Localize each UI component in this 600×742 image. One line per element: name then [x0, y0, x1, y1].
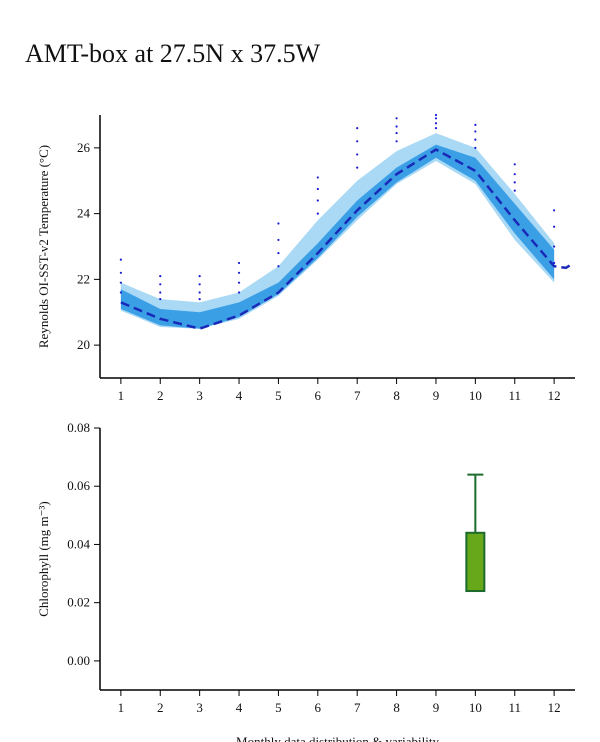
observation-dot	[198, 298, 201, 301]
y-tick-label: 0.02	[67, 595, 90, 610]
observation-dot	[237, 281, 241, 284]
x-axis-label: Monthly data distribution & variability	[236, 734, 439, 742]
observation-dot	[237, 271, 241, 274]
observation-dot	[356, 166, 359, 169]
observation-dot	[198, 291, 201, 294]
observation-dot	[395, 140, 398, 143]
x-tick-label: 4	[236, 388, 243, 403]
x-tick-label: 8	[393, 388, 400, 403]
observation-dot	[277, 238, 280, 242]
observation-dot	[159, 298, 162, 301]
observation-dot	[356, 140, 359, 143]
observation-dot	[513, 163, 516, 166]
y-tick-label: 24	[77, 206, 91, 221]
observation-dot	[316, 199, 319, 202]
observation-dot	[474, 130, 477, 133]
x-tick-label: 1	[118, 388, 125, 403]
observation-dot	[316, 187, 319, 191]
y-tick-label: 0.06	[67, 478, 90, 493]
x-tick-label: 5	[275, 388, 282, 403]
x-tick-label: 10	[469, 388, 482, 403]
y-tick-label: 20	[77, 337, 90, 352]
variability-band	[120, 144, 555, 329]
observation-dot	[316, 176, 319, 179]
x-tick-label: 6	[315, 700, 322, 715]
x-tick-label: 9	[433, 388, 440, 403]
y-tick-label: 0.08	[67, 420, 90, 435]
observation-dot	[198, 283, 201, 286]
x-tick-label: 5	[275, 700, 282, 715]
observation-dot	[237, 261, 241, 265]
x-tick-label: 3	[196, 388, 203, 403]
observation-dot	[119, 291, 122, 294]
x-tick-label: 6	[315, 388, 322, 403]
x-tick-label: 4	[236, 700, 243, 715]
observation-dot	[434, 122, 438, 125]
y-tick-label: 22	[77, 271, 90, 286]
observation-dot	[119, 258, 122, 261]
x-tick-label: 7	[354, 388, 361, 403]
observation-dot	[316, 212, 319, 215]
observation-dot	[395, 117, 398, 120]
observation-dot	[553, 245, 556, 248]
observation-dot	[553, 225, 556, 228]
x-tick-label: 2	[157, 388, 164, 403]
x-tick-label: 1	[118, 700, 125, 715]
x-tick-label: 7	[354, 700, 361, 715]
observation-dot	[119, 271, 122, 274]
observation-dot	[434, 113, 438, 117]
y-tick-label: 26	[77, 140, 91, 155]
observation-dot	[395, 131, 398, 135]
x-tick-label: 3	[196, 700, 203, 715]
x-tick-label: 12	[548, 700, 561, 715]
x-tick-label: 10	[469, 700, 482, 715]
observation-dot	[513, 181, 516, 184]
x-tick-label: 8	[393, 700, 400, 715]
observation-dot	[513, 189, 516, 192]
observation-dot	[513, 173, 516, 176]
observation-dot	[356, 153, 359, 156]
x-tick-label: 12	[548, 388, 561, 403]
x-tick-label: 11	[508, 388, 521, 403]
mean-line	[120, 148, 575, 330]
observation-dot	[237, 291, 241, 294]
observation-dot	[395, 125, 398, 128]
observation-dot	[198, 274, 201, 278]
observation-dot	[553, 209, 556, 212]
x-tick-label: 11	[508, 700, 521, 715]
observation-dot	[434, 127, 438, 130]
y-axis-label: Reynolds OI-SST-v2 Temperature (°C)	[36, 145, 51, 348]
x-tick-label: 2	[157, 700, 164, 715]
observation-dot	[474, 138, 477, 141]
observation-dot	[434, 117, 438, 120]
observation-dot	[159, 291, 162, 294]
y-tick-label: 0.04	[67, 536, 90, 551]
x-tick-label: 9	[433, 700, 440, 715]
box	[465, 531, 486, 593]
observation-dot	[474, 123, 477, 126]
observation-dot	[159, 283, 162, 286]
y-axis-label: Chlorophyll (mg m⁻³)	[36, 501, 51, 616]
observation-dot	[119, 281, 122, 284]
observation-dot	[277, 251, 280, 255]
page-title: AMT-box at 27.5N x 37.5W	[25, 39, 321, 68]
observation-dot	[277, 265, 280, 268]
y-tick-label: 0.00	[67, 653, 90, 668]
observation-dot	[553, 261, 556, 265]
observation-dot	[356, 127, 359, 130]
observation-dot	[474, 146, 477, 149]
observation-dot	[277, 222, 280, 225]
observation-dot	[159, 274, 162, 278]
